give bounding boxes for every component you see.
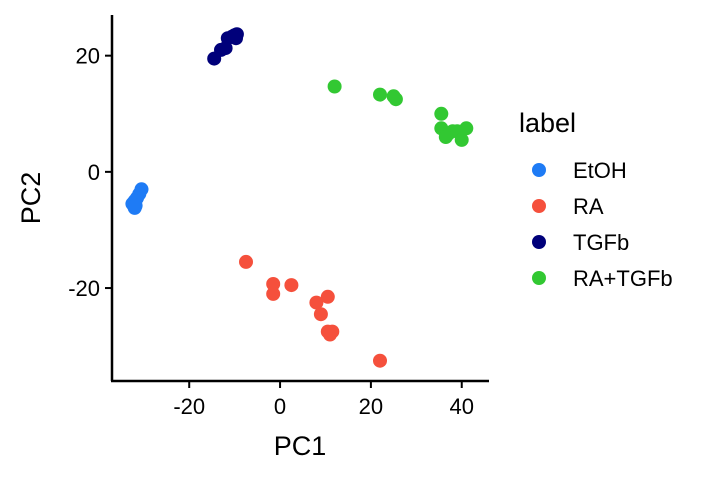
point-etoh-6 [128, 198, 143, 213]
y-axis-title: PC2 [16, 172, 46, 225]
legend-key-ra-tgfb [532, 271, 546, 285]
legend-key-ra [532, 199, 546, 213]
point-ra-9 [325, 324, 340, 339]
point-ra-tgfb-10 [459, 121, 474, 136]
y-tick-label: 0 [88, 160, 100, 185]
point-ra-3 [284, 278, 299, 293]
axes-layer [110, 15, 489, 383]
y-tick-label: 20 [76, 44, 100, 69]
data-points-layer [125, 27, 474, 368]
legend-label-etoh: EtOH [573, 158, 627, 183]
point-ra-tgfb-0 [327, 79, 342, 94]
point-ra-tgfb-11 [438, 130, 453, 144]
legend-label-tgfb: TGFb [573, 230, 629, 255]
x-tick-label: 0 [274, 394, 286, 419]
legend-label-ra-tgfb: RA+TGFb [573, 266, 673, 291]
point-ra-tgfb-3 [388, 92, 403, 107]
point-ra-10 [373, 353, 387, 368]
point-ra-tgfb-4 [434, 106, 449, 121]
x-axis-title: PC1 [274, 431, 327, 461]
legend-key-etoh [532, 163, 546, 177]
point-ra-tgfb-1 [373, 87, 387, 102]
point-ra-1 [266, 277, 281, 291]
point-ra-2 [266, 286, 281, 301]
point-ra-tgfb-9 [454, 132, 469, 147]
x-tick-label: -20 [173, 394, 205, 419]
point-ra-5 [320, 289, 335, 304]
legend-title: label [519, 108, 576, 138]
legend: EtOH RA TGFb RA+TGFb [532, 158, 673, 291]
x-tick-label: 40 [450, 394, 474, 419]
x-tick-label: 20 [359, 394, 383, 419]
point-ra-0 [239, 254, 253, 269]
legend-key-tgfb [532, 235, 546, 249]
point-ra-4 [309, 295, 324, 310]
point-ra-6 [313, 307, 328, 322]
point-tgfb-7 [229, 31, 243, 46]
legend-label-ra: RA [573, 194, 604, 219]
x-ticks-layer: -20 0 20 40 [173, 381, 474, 419]
y-ticks-layer: -20 0 20 [68, 44, 112, 301]
y-tick-label: -20 [68, 276, 100, 301]
